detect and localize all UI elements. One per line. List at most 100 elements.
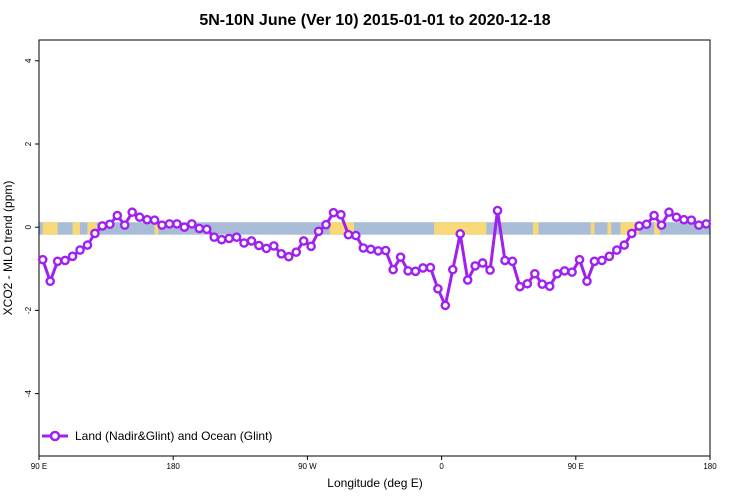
data-point <box>194 223 205 234</box>
data-point <box>671 212 682 223</box>
data-point <box>462 275 473 285</box>
data-point <box>224 233 234 244</box>
data-point <box>321 219 331 230</box>
y-axis-label: XCO2 - MLO trend (ppm) <box>1 181 15 316</box>
series-layer <box>37 205 712 311</box>
land-segment <box>590 222 595 235</box>
data-point <box>626 228 637 239</box>
data-point <box>597 255 607 266</box>
data-point <box>298 236 309 246</box>
data-point <box>291 247 302 257</box>
x-tick-label: 90 W <box>298 462 317 471</box>
data-point <box>559 266 570 276</box>
axis-ticks: 90 E 180 90 W 0 90 E 180 -4 -2 0 2 4 <box>24 58 717 471</box>
data-point <box>529 268 540 279</box>
data-point <box>455 229 466 239</box>
data-point <box>201 224 212 235</box>
data-point <box>701 219 712 229</box>
data-point <box>567 267 577 277</box>
legend-label: Land (Nadir&Glint) and Ocean (Glint) <box>75 429 272 443</box>
land-segment <box>532 222 539 235</box>
data-point <box>164 219 175 229</box>
data-point <box>172 219 182 229</box>
data-point <box>604 251 615 262</box>
y-tick-label: 2 <box>24 141 33 146</box>
data-point <box>470 261 480 271</box>
data-point <box>105 219 115 230</box>
data-point <box>134 212 145 223</box>
data-point <box>343 229 354 240</box>
data-point <box>656 220 667 230</box>
data-point <box>328 207 339 218</box>
data-point <box>216 234 227 245</box>
land-segment <box>154 222 159 235</box>
data-point <box>515 281 525 292</box>
data-point <box>112 210 123 221</box>
data-point <box>679 214 689 225</box>
data-point <box>90 228 100 239</box>
legend: Land (Nadir&Glint) and Ocean (Glint) <box>42 429 272 443</box>
data-point <box>664 207 674 218</box>
data-point <box>612 245 622 255</box>
y-tick-label: 4 <box>24 58 33 63</box>
data-point <box>351 230 361 241</box>
data-point <box>157 220 167 230</box>
data-point <box>336 209 346 220</box>
data-point <box>537 279 548 289</box>
data-point <box>634 221 644 231</box>
data-point <box>306 241 316 252</box>
land-segment <box>42 222 58 235</box>
data-point <box>552 268 562 279</box>
data-point <box>425 262 436 273</box>
x-tick-label: 180 <box>167 462 181 471</box>
data-point <box>231 232 242 242</box>
land-segment <box>607 222 612 235</box>
data-point <box>119 220 130 230</box>
data-point <box>582 276 592 287</box>
data-point <box>433 283 443 294</box>
data-point <box>261 243 272 254</box>
legend-marker <box>49 430 61 442</box>
data-point <box>492 205 503 216</box>
data-point <box>522 278 533 289</box>
data-point <box>403 266 413 276</box>
data-point <box>127 207 137 218</box>
data-point <box>574 254 585 265</box>
data-point <box>313 226 324 237</box>
land-ocean-band <box>39 222 710 235</box>
data-point <box>283 251 294 262</box>
data-point <box>649 210 659 221</box>
data-point <box>477 258 488 268</box>
data-point <box>82 240 93 250</box>
data-point <box>380 245 391 256</box>
data-point <box>694 220 704 230</box>
data-point <box>254 240 264 251</box>
data-point <box>589 256 600 267</box>
x-tick-label: 180 <box>703 462 717 471</box>
data-point <box>507 256 518 267</box>
data-point <box>500 255 510 266</box>
data-point <box>395 252 406 262</box>
data-point <box>45 276 55 287</box>
y-tick-label: 0 <box>24 224 33 229</box>
data-point <box>246 236 257 246</box>
x-tick-label: 0 <box>439 462 444 471</box>
data-point <box>485 265 495 275</box>
y-tick-label: -2 <box>24 306 33 314</box>
data-point <box>179 222 190 232</box>
chart-title: 5N-10N June (Ver 10) 2015-01-01 to 2020-… <box>199 12 550 29</box>
data-point <box>239 238 249 248</box>
data-point <box>686 215 697 225</box>
x-tick-label: 90 E <box>31 462 47 471</box>
data-point <box>60 255 70 266</box>
data-point <box>276 249 287 259</box>
data-point <box>373 246 384 256</box>
y-tick-label: -4 <box>24 389 33 397</box>
plot-frame <box>38 39 711 457</box>
data-point <box>269 241 279 251</box>
data-point <box>149 215 160 225</box>
data-point <box>641 219 652 230</box>
data-point <box>440 300 451 311</box>
